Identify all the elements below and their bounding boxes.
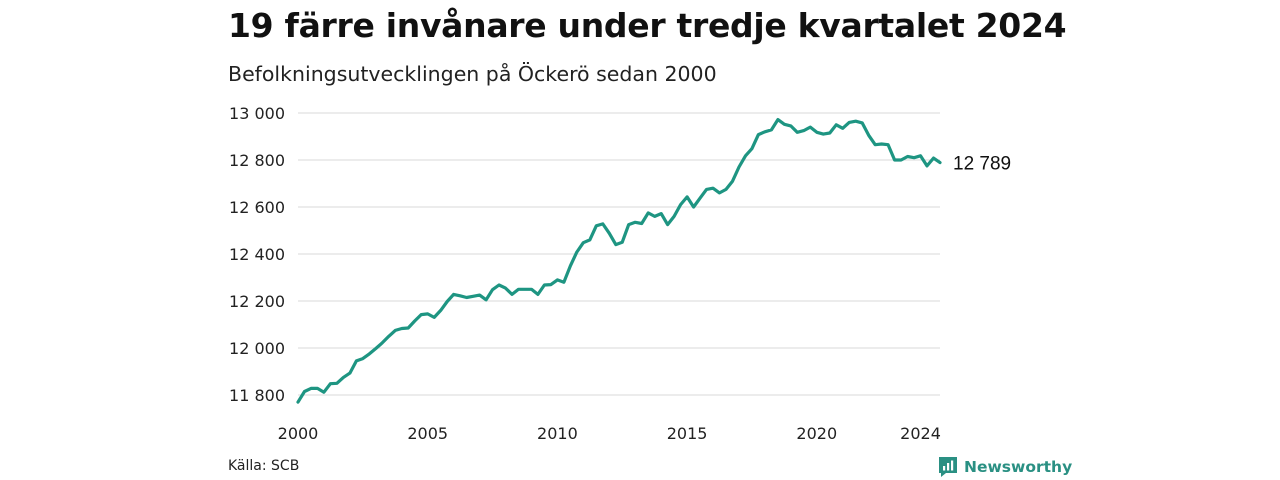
x-tick-label: 2024 (900, 424, 941, 443)
y-axis-tick-labels: 11 800 12 000 12 200 12 400 12 600 12 800 13 0… (229, 104, 285, 405)
chart-subtitle: Befolkningsutvecklingen på Öckerö sedan … (228, 62, 717, 86)
y-tick-label: 12 600 (229, 198, 285, 217)
x-tick-label: 2000 (278, 424, 319, 443)
y-tick-label: 12 400 (229, 245, 285, 264)
y-tick-label: 12 800 (229, 151, 285, 170)
chart-title: 19 färre invånare under tredje kvartalet… (228, 6, 1067, 45)
y-tick-label: 13 000 (229, 104, 285, 123)
x-axis-tick-labels: 2000 2005 2010 2015 2020 2024 (278, 424, 941, 443)
series-line (296, 117, 942, 404)
series-group (296, 117, 942, 404)
y-tick-label: 12 000 (229, 339, 285, 358)
end-value-label: 12 789 (953, 154, 1011, 175)
x-tick-label: 2005 (407, 424, 448, 443)
brand-name: Newsworthy (964, 458, 1073, 476)
x-tick-label: 2015 (667, 424, 708, 443)
brand: Newsworthy (938, 456, 1072, 478)
x-tick-label: 2010 (537, 424, 578, 443)
newsworthy-logo-icon (939, 457, 957, 477)
gridlines (298, 112, 940, 396)
y-tick-label: 11 800 (229, 386, 285, 405)
source-note: Källa: SCB (228, 458, 300, 474)
y-tick-label: 12 200 (229, 292, 285, 311)
x-tick-label: 2020 (796, 424, 837, 443)
